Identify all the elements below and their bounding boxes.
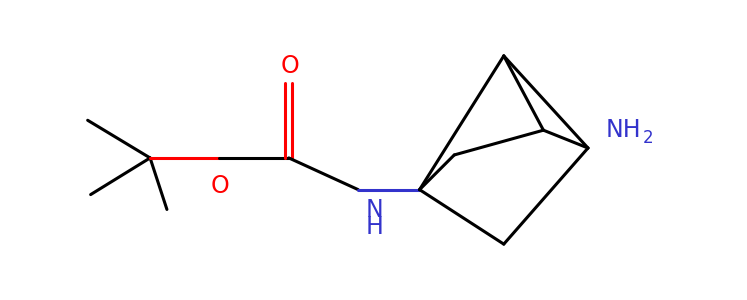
- Text: H: H: [366, 215, 384, 239]
- Text: 2: 2: [642, 129, 653, 147]
- Text: O: O: [280, 54, 299, 78]
- Text: N: N: [366, 198, 384, 222]
- Text: NH: NH: [606, 118, 642, 142]
- Text: O: O: [211, 174, 230, 198]
